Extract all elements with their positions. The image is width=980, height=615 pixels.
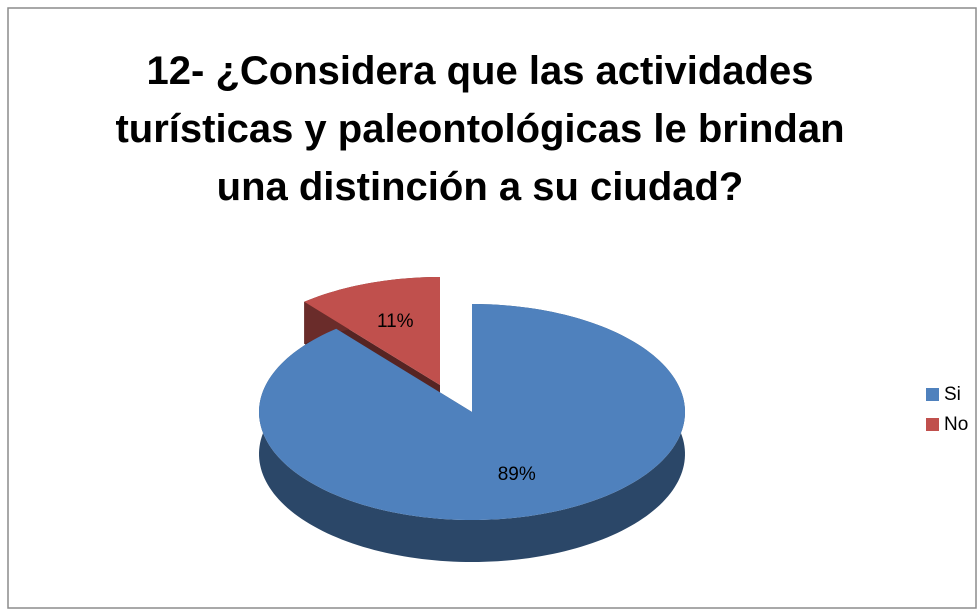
- legend-label: No: [944, 414, 968, 435]
- chart-title: 12- ¿Considera que las actividades turís…: [115, 49, 845, 209]
- legend-swatch: [926, 418, 939, 431]
- data-label: 11%: [377, 311, 414, 332]
- legend-swatch: [926, 388, 939, 401]
- data-label: 89%: [498, 464, 536, 485]
- pie-slice: [304, 277, 440, 385]
- pie-slice: [259, 304, 685, 520]
- legend-label: Si: [944, 384, 961, 405]
